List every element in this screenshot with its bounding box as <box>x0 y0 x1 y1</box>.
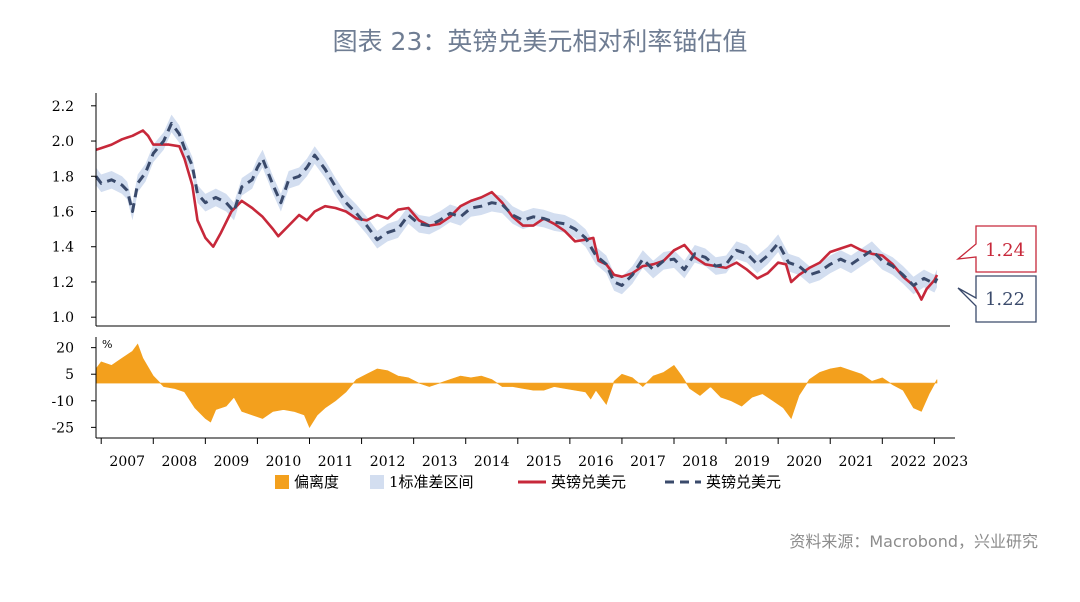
x-tick-label: 2007 <box>109 454 145 470</box>
x-tick-label: 2017 <box>630 454 666 470</box>
upper-y-tick-label: 1.4 <box>52 240 74 256</box>
series-model-line <box>94 121 939 287</box>
source-note: 资料来源：Macrobond，兴业研究 <box>789 532 1038 551</box>
callout-model-box <box>957 275 1037 323</box>
lower-panel: 20 5 -10 -25% <box>51 337 955 439</box>
upper-y-tick-label: 2.2 <box>52 99 74 115</box>
upper-y-tick-label: 1.8 <box>52 169 74 185</box>
lower-y-tick-label: 5 <box>65 367 74 383</box>
upper-y-tick-label: 1.2 <box>52 275 74 291</box>
x-tick-label: 2012 <box>370 454 406 470</box>
deviation-area <box>95 343 938 429</box>
upper-y-tick-label: 1.6 <box>52 205 74 221</box>
x-tick-label: 2010 <box>266 454 302 470</box>
x-tick-label: 2015 <box>526 454 562 470</box>
x-tick-label: 2019 <box>734 454 770 470</box>
lower-y-tick-label: -10 <box>51 394 74 410</box>
legend-label-band: 1标准差区间 <box>389 473 474 491</box>
x-tick-label: 2016 <box>578 454 614 470</box>
std-band <box>96 114 937 295</box>
callout-model-value: 1.22 <box>985 289 1025 310</box>
upper-y-tick-label: 1.0 <box>52 310 74 326</box>
legend: 偏离度 1标准差区间 英镑兑美元 英镑兑美元 <box>275 473 781 491</box>
upper-panel: 1.0 1.2 1.4 1.6 1.8 2.0 2.2 <box>52 93 950 327</box>
legend-swatch-band <box>370 475 384 489</box>
series-actual-line <box>95 129 939 301</box>
lower-unit-label: % <box>102 338 112 351</box>
x-axis: 2007 2008 2009 2010 2011 2012 2013 2014 2015 2016… <box>100 438 969 470</box>
x-tick-label: 2018 <box>682 454 718 470</box>
x-tick-label: 2009 <box>214 454 250 470</box>
x-tick-label: 2013 <box>422 454 458 470</box>
lower-y-tick-label: -25 <box>51 420 74 436</box>
upper-y-tick-label: 2.0 <box>52 134 74 150</box>
x-tick-label: 2023 <box>933 454 969 470</box>
legend-label-deviation: 偏离度 <box>294 473 339 491</box>
callout-actual-box <box>955 225 1037 273</box>
chart: 1.01.21.41.61.82.02.2 205-10-25% 2007 200… <box>51 93 1037 491</box>
callout-actual-value: 1.24 <box>985 240 1025 261</box>
x-tick-label: 2008 <box>161 454 197 470</box>
x-tick-label: 2022 <box>891 454 927 470</box>
legend-swatch-deviation <box>275 475 289 489</box>
legend-label-actual: 英镑兑美元 <box>551 473 626 491</box>
lower-y-tick-label: 20 <box>56 341 74 357</box>
chart-title: 图表 23：英镑兑美元相对利率锚估值 <box>332 27 748 56</box>
x-tick-label: 2021 <box>838 454 874 470</box>
legend-label-model: 英镑兑美元 <box>706 473 781 491</box>
x-tick-label: 2014 <box>474 454 510 470</box>
x-tick-label: 2011 <box>318 454 354 470</box>
callouts: 1.24 1.22 <box>955 225 1037 323</box>
x-tick-label: 2020 <box>786 454 822 470</box>
